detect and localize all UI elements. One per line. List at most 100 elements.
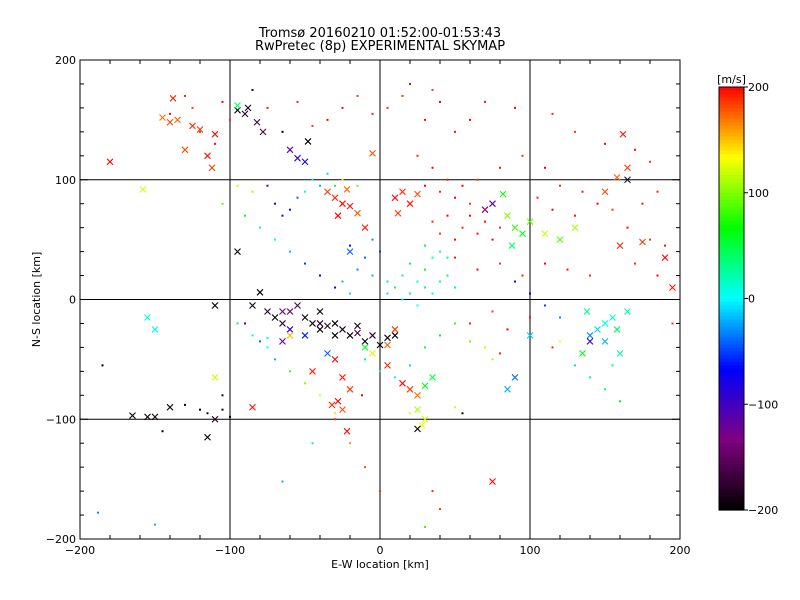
colorbar-segment (719, 259, 744, 264)
colorbar-segment (719, 305, 744, 310)
echo-marker-dot (356, 268, 359, 271)
echo-marker-x (346, 332, 354, 339)
colorbar-segment (719, 280, 744, 285)
colorbar-segment (719, 203, 744, 208)
colorbar-segment (719, 474, 744, 479)
echo-marker-x (511, 373, 519, 381)
colorbar-segment (719, 213, 744, 219)
colorbar-segment (719, 206, 744, 211)
colorbar-segment (719, 457, 744, 462)
colorbar-segment (719, 432, 744, 437)
echo-marker-dot (611, 208, 614, 211)
echo-marker-dot (431, 220, 434, 223)
echo-marker-dot (371, 238, 374, 241)
echo-marker-x (519, 230, 526, 238)
echo-marker-dot (281, 214, 284, 217)
echo-marker-dot (214, 142, 216, 145)
echo-marker-x (211, 373, 219, 381)
echo-marker-dot (401, 298, 404, 301)
echo-marker-dot (649, 160, 651, 163)
y-tick-label: 100 (55, 174, 76, 187)
colorbar-segment (719, 379, 744, 384)
colorbar-segment (719, 256, 744, 261)
echo-marker-dot (364, 256, 366, 259)
colorbar-segment (719, 390, 744, 395)
colorbar-segment (719, 249, 744, 254)
echo-marker-dot (349, 292, 351, 295)
colorbar-segment (719, 104, 744, 109)
echo-marker-dot (334, 286, 336, 289)
colorbar-segment (719, 502, 744, 508)
echo-marker-dot (251, 190, 254, 193)
echo-marker-x (391, 332, 399, 339)
echo-marker-dot (311, 124, 314, 127)
echo-marker-dot (484, 208, 486, 211)
echo-marker-dot (454, 130, 456, 133)
echo-marker-x (249, 403, 256, 411)
echo-marker-dot (439, 232, 441, 235)
echo-marker-x (151, 326, 159, 333)
echo-marker-dot (191, 106, 194, 109)
echo-marker-x (256, 288, 264, 296)
echo-marker-dot (491, 238, 494, 241)
echo-marker-x (286, 308, 294, 315)
echo-marker-dot (431, 256, 434, 259)
echo-marker-x (211, 302, 219, 309)
colorbar-segment (719, 499, 744, 504)
echo-marker-dot (649, 238, 651, 241)
colorbar-segment (719, 266, 744, 271)
echo-marker-dot (454, 196, 456, 199)
echo-marker-x (159, 114, 166, 121)
colorbar-segment (719, 330, 744, 335)
colorbar-segment (719, 354, 744, 360)
echo-marker-x (526, 332, 534, 339)
echo-marker-dot (221, 202, 224, 205)
echo-marker-dot (251, 88, 254, 91)
colorbar-segment (719, 397, 744, 402)
colorbar-segment (719, 386, 744, 391)
chart-title: Tromsø 20160210 01:52:00-01:53:43 (258, 26, 502, 41)
echo-marker-x (234, 106, 241, 114)
echo-marker-dot (461, 412, 464, 415)
colorbar-segment (719, 492, 744, 497)
echo-marker-dot (634, 148, 636, 151)
echo-marker-x (418, 421, 426, 429)
echo-marker-dot (304, 262, 306, 265)
echo-marker-dot (604, 388, 606, 391)
echo-marker-dot (281, 130, 284, 133)
y-tick-label: 0 (69, 294, 76, 307)
colorbar-tick-label: −200 (748, 504, 778, 517)
echo-marker-x (324, 322, 331, 330)
echo-marker-dot (431, 292, 434, 295)
colorbar-segment (719, 146, 744, 152)
echo-marker-x (139, 185, 147, 193)
echo-marker-dot (334, 418, 336, 421)
echo-marker-x (361, 224, 369, 232)
echo-marker-x (354, 329, 361, 337)
colorbar-segment (719, 263, 744, 268)
echo-marker-x (129, 412, 136, 420)
echo-marker-x (384, 361, 391, 369)
colorbar-segment (719, 418, 744, 423)
colorbar-title: [m/s] (717, 73, 746, 86)
echo-marker-x (624, 164, 631, 172)
echo-marker-dot (544, 166, 546, 169)
echo-marker-x (421, 382, 429, 390)
colorbar-segment (719, 111, 744, 116)
colorbar-segment (719, 217, 744, 222)
echo-marker-x (309, 367, 316, 375)
echo-marker-x (151, 413, 159, 421)
echo-marker-x (504, 212, 511, 220)
echo-marker-dot (244, 214, 246, 217)
echo-marker-x (339, 200, 346, 208)
chart-subtitle: RwPretec (8p) EXPERIMENTAL SKYMAP (254, 39, 506, 54)
echo-marker-dot (311, 442, 314, 445)
echo-marker-dot (454, 286, 456, 289)
echo-marker-dot (206, 412, 209, 415)
colorbar-segment (719, 210, 744, 215)
echo-marker-x (346, 202, 354, 210)
colorbar-segment (719, 400, 744, 405)
echo-marker-x (234, 102, 241, 109)
colorbar-segment (719, 467, 744, 472)
echo-marker-x (414, 391, 421, 399)
